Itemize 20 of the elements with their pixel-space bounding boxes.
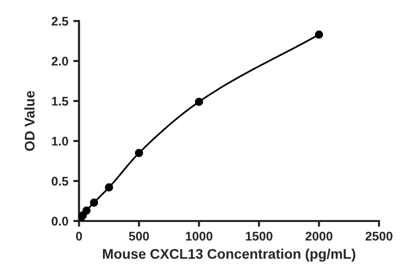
y-tick-label: 0.0 <box>52 216 68 226</box>
x-tick-label: 500 <box>128 232 149 241</box>
point <box>314 30 324 39</box>
x-axis-title: Mouse CXCL13 Concentration (pg/mL) <box>103 248 356 262</box>
y-tick-label: 2.5 <box>52 16 68 26</box>
point <box>90 198 98 207</box>
point <box>82 206 91 215</box>
y-tick-label: 1.5 <box>52 96 68 106</box>
y-tick-label: 2.0 <box>52 56 68 66</box>
y-tick-label: 0.5 <box>52 176 68 186</box>
x-tick-label: 0 <box>76 232 82 241</box>
x-tick-label: 1000 <box>186 232 212 241</box>
y-axis-title: OD Value <box>24 90 35 151</box>
point <box>194 98 204 106</box>
point <box>134 148 144 158</box>
x-tick-label: 2000 <box>306 232 332 241</box>
x-tick-label: 1500 <box>246 232 272 241</box>
x-tick-label: 2500 <box>366 232 392 241</box>
y-tick-label: 1.0 <box>52 136 68 146</box>
point <box>104 183 114 192</box>
